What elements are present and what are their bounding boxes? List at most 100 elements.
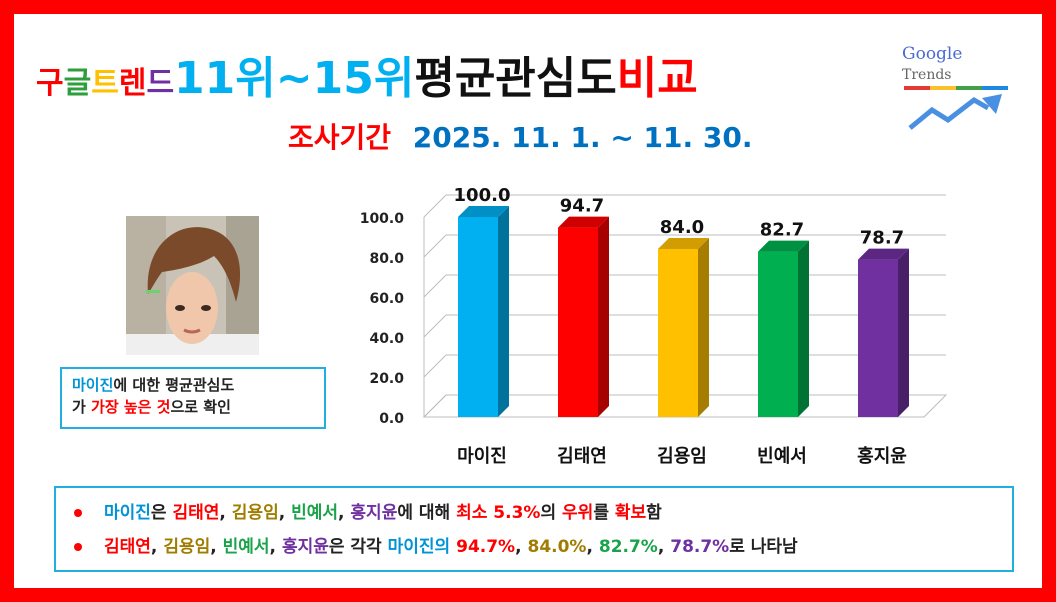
text-segment: 김용임 bbox=[231, 503, 279, 523]
title-part-3: 렌 bbox=[118, 66, 147, 101]
data-label-4: 78.7 bbox=[860, 228, 904, 249]
text-segment: 우위 bbox=[562, 503, 594, 523]
trends-wordmark: Trends bbox=[902, 67, 952, 83]
text-segment: 의 bbox=[540, 503, 563, 523]
title-part-6: 평균관심도 bbox=[414, 53, 617, 104]
data-label-2: 84.0 bbox=[660, 217, 704, 238]
text-segment: 에 대한 평균관심도 bbox=[113, 376, 235, 394]
summary-text-2: 김태연, 김용임, 빈예서, 홍지윤은 각각 마이진의 94.7%, 84.0%… bbox=[104, 530, 798, 564]
summary-row-1: 마이진은 김태연, 김용임, 빈예서, 홍지윤에 대해 최소 5.3%의 우위를… bbox=[68, 496, 1000, 530]
bar-front-2 bbox=[658, 249, 698, 417]
text-segment: 로 나타남 bbox=[729, 537, 798, 557]
summary-box: 마이진은 김태연, 김용임, 빈예서, 홍지윤에 대해 최소 5.3%의 우위를… bbox=[54, 486, 1014, 572]
data-label-3: 82.7 bbox=[760, 220, 804, 241]
grid-line bbox=[423, 274, 447, 298]
google-trends-wordmark: Google Trends bbox=[902, 44, 1012, 84]
y-tick-label: 80.0 bbox=[369, 251, 404, 267]
bar-top-0 bbox=[458, 206, 509, 217]
text-segment: 78.7% bbox=[670, 537, 730, 557]
bar-front-0 bbox=[458, 217, 498, 417]
bar-front-3 bbox=[758, 251, 798, 417]
y-tick-label: 100.0 bbox=[360, 211, 405, 227]
page-title: 구 글 트 렌 드 11위~15위 평균관심도 비교 bbox=[36, 42, 698, 106]
bullet-icon bbox=[74, 543, 82, 551]
x-tick-label-3: 빈예서 bbox=[757, 446, 807, 467]
text-segment: , bbox=[219, 503, 232, 523]
text-segment: , bbox=[269, 537, 282, 557]
x-tick-label-4: 홍지윤 bbox=[857, 445, 907, 467]
bar-top-3 bbox=[758, 240, 809, 252]
text-segment: , bbox=[150, 537, 164, 557]
text-segment: 은 각각 bbox=[328, 537, 388, 557]
summary-text-1: 마이진은 김태연, 김용임, 빈예서, 홍지윤에 대해 최소 5.3%의 우위를… bbox=[104, 496, 662, 530]
survey-period-dates: 2025. 11. 1. ~ 11. 30. bbox=[412, 121, 753, 154]
text-segment: 홍지윤 bbox=[281, 537, 329, 557]
text-segment: 94.7% bbox=[456, 537, 516, 557]
grid-line bbox=[423, 234, 447, 258]
bar-side-3 bbox=[798, 240, 809, 417]
bar-top-1 bbox=[558, 216, 609, 228]
text-segment: , bbox=[278, 503, 292, 523]
text-segment: , bbox=[515, 537, 528, 557]
title-part-7: 비교 bbox=[616, 53, 698, 104]
bar-side-2 bbox=[698, 238, 709, 417]
title-part-5: 11위~15위 bbox=[174, 53, 415, 104]
grid-line bbox=[423, 194, 447, 218]
text-segment: 함 bbox=[646, 503, 662, 523]
bar-side-4 bbox=[898, 248, 909, 417]
title-part-1: 글 bbox=[63, 66, 92, 101]
data-label-1: 94.7 bbox=[560, 196, 604, 217]
text-segment: , bbox=[338, 503, 351, 523]
text-segment: 마이진 bbox=[72, 376, 114, 394]
text-segment: 에 대해 bbox=[397, 503, 457, 523]
text-segment: 으로 확인 bbox=[170, 398, 231, 416]
bar-top-4 bbox=[858, 248, 909, 260]
google-trends-logo: Google Trends bbox=[902, 44, 1012, 130]
y-tick-label: 60.0 bbox=[369, 291, 404, 307]
text-segment: 김태연 bbox=[172, 503, 220, 523]
bar-front-4 bbox=[858, 259, 898, 417]
text-segment: , bbox=[657, 537, 671, 557]
survey-period: 조사기간 2025. 11. 1. ~ 11. 30. bbox=[288, 116, 753, 156]
interest-bar-chart: 0.0 20.0 40.0 60.0 80.0 100.0 100.0 마이진 94.7 김태연 8… bbox=[360, 185, 948, 467]
bar-side-1 bbox=[598, 216, 609, 417]
trend-arrow-icon bbox=[904, 86, 1008, 130]
text-segment: 가 bbox=[72, 398, 92, 416]
bar-top-2 bbox=[658, 238, 709, 249]
y-tick-label: 0.0 bbox=[379, 411, 404, 427]
text-segment: 확보 bbox=[614, 503, 647, 523]
text-segment: 은 bbox=[150, 503, 173, 523]
x-tick-label-1: 김태연 bbox=[557, 446, 607, 467]
title-part-0: 구 bbox=[36, 66, 64, 101]
text-segment: 최소 5.3% bbox=[456, 503, 541, 523]
bullet-icon bbox=[74, 509, 82, 517]
text-segment: 빈예서 bbox=[222, 537, 270, 557]
text-segment: 를 bbox=[593, 503, 615, 523]
text-segment: 가장 높은 것 bbox=[91, 398, 171, 416]
data-label-0: 100.0 bbox=[454, 185, 511, 206]
bar-front-1 bbox=[558, 227, 598, 417]
text-segment: , bbox=[586, 537, 599, 557]
bar-side-0 bbox=[498, 206, 509, 417]
y-tick-label: 20.0 bbox=[369, 371, 404, 387]
note-line-1: 마이진에 대한 평균관심도 bbox=[72, 374, 314, 396]
text-segment: 김용임 bbox=[163, 537, 211, 557]
y-tick-label: 40.0 bbox=[369, 331, 404, 347]
grid-line bbox=[423, 354, 447, 378]
survey-period-label: 조사기간 bbox=[288, 121, 392, 154]
grid-line bbox=[423, 314, 447, 338]
title-part-4: 드 bbox=[146, 66, 175, 101]
title-part-2: 트 bbox=[91, 66, 119, 101]
text-segment: 82.7% bbox=[598, 537, 658, 557]
text-segment: 김태연 bbox=[104, 537, 151, 557]
x-tick-label-0: 마이진 bbox=[457, 446, 507, 467]
x-tick-label-2: 김용임 bbox=[657, 446, 707, 467]
highlight-note: 마이진에 대한 평균관심도 가 가장 높은 것으로 확인 bbox=[60, 367, 326, 429]
person-portrait bbox=[126, 216, 259, 355]
text-segment: 84.0% bbox=[527, 537, 587, 557]
text-segment: 빈예서 bbox=[291, 503, 339, 523]
text-segment: , bbox=[210, 537, 223, 557]
note-line-2: 가 가장 높은 것으로 확인 bbox=[72, 396, 314, 418]
google-wordmark: Google bbox=[902, 44, 963, 64]
text-segment: 마이진의 bbox=[387, 537, 457, 557]
